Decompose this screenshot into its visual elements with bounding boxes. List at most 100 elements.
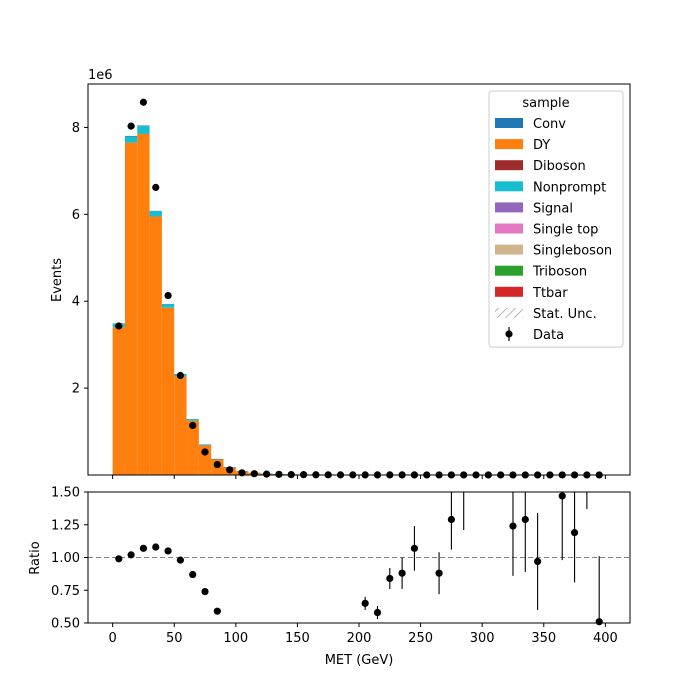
bar-conv-bin-2 xyxy=(137,125,150,127)
legend-swatch-ttbar xyxy=(495,286,523,297)
bar-nonprompt-bin-7 xyxy=(198,444,212,446)
ratio-point-2 xyxy=(139,544,148,552)
ratio-y-ticks: 0.50 0.75 1.00 1.25 1.50 xyxy=(51,486,88,632)
ratio-point-15 xyxy=(447,515,455,524)
ratio-point-18 xyxy=(521,515,529,524)
data-point-4 xyxy=(164,291,172,300)
bar-conv-bin-1 xyxy=(124,135,138,137)
ratio-point-1 xyxy=(127,551,135,559)
ratio-y-tick-label-0: 0.50 xyxy=(51,617,80,632)
ratio-point-4 xyxy=(164,547,172,555)
ratio-x-tick-label-50: 50 xyxy=(166,631,183,646)
bar-dy-bin-2 xyxy=(137,133,150,475)
ratio-x-tick-label-150: 150 xyxy=(285,631,310,646)
bar-dy-bin-0 xyxy=(112,327,125,475)
ratio-point-23 xyxy=(595,618,603,626)
main-y-ticks: 2 4 6 8 xyxy=(72,121,88,397)
ratio-point-0 xyxy=(115,555,123,563)
ratio-point-19 xyxy=(534,557,542,566)
ratio-x-axis-label: MET (GeV) xyxy=(325,653,394,668)
data-point-5 xyxy=(176,371,184,380)
ratio-point-21 xyxy=(570,529,579,537)
data-point-9 xyxy=(226,466,234,474)
bar-nonprompt-bin-6 xyxy=(186,419,199,421)
ratio-point-12 xyxy=(398,569,406,577)
legend-label-dy: DY xyxy=(533,138,550,153)
bar-nonprompt-bin-3 xyxy=(149,211,162,217)
legend-swatch-dy xyxy=(495,139,523,150)
ratio-point-17 xyxy=(509,522,517,530)
main-y-axis-label: Events xyxy=(50,258,65,302)
ratio-point-3 xyxy=(152,543,160,551)
bar-dy-bin-4 xyxy=(161,307,175,475)
legend-swatch-signal xyxy=(495,202,523,213)
bar-dy-bin-3 xyxy=(149,216,162,475)
data-point-13 xyxy=(275,470,283,478)
ratio-x-tick-label-400: 400 xyxy=(593,631,618,646)
main-y-tick-label-6: 6 xyxy=(72,208,80,223)
data-point-2 xyxy=(139,98,148,106)
legend-swatch-single-top xyxy=(495,223,523,234)
main-plot-area xyxy=(112,98,606,479)
main-y-tick-label-4: 4 xyxy=(72,295,80,310)
bar-nonprompt-bin-1 xyxy=(124,136,138,143)
bar-dy-bin-6 xyxy=(186,420,199,475)
main-panel: 2 4 6 8 1e6 Events sample Conv DY Diboson Nonpr… xyxy=(50,68,631,479)
legend-marker-data xyxy=(505,327,513,341)
data-point-0 xyxy=(115,322,123,330)
data-point-8 xyxy=(213,460,221,469)
ratio-y-axis-label: Ratio xyxy=(28,541,43,574)
ratio-y-tick-label-4: 1.50 xyxy=(51,486,80,501)
ratio-point-6 xyxy=(189,570,197,579)
legend-swatch-conv xyxy=(495,118,523,128)
ratio-x-tick-label-0: 0 xyxy=(108,631,116,646)
legend-label-conv: Conv xyxy=(533,117,566,132)
data-point-11 xyxy=(250,470,258,478)
legend-label-stat-unc-: Stat. Unc. xyxy=(533,307,597,322)
legend-label-signal: Signal xyxy=(533,201,573,216)
legend-label-diboson: Diboson xyxy=(533,159,586,174)
bar-dy-bin-1 xyxy=(124,142,138,475)
legend-box xyxy=(488,90,624,348)
ratio-point-11 xyxy=(386,574,394,583)
legend-swatch-singleboson xyxy=(495,244,523,255)
ratio-x-tick-label-200: 200 xyxy=(347,631,372,646)
legend-swatch-triboson xyxy=(495,265,523,276)
ratio-x-tick-label-350: 350 xyxy=(531,631,556,646)
legend-label-data: Data xyxy=(533,328,564,343)
ratio-x-tick-label-250: 250 xyxy=(408,631,433,646)
legend-label-nonprompt: Nonprompt xyxy=(533,180,606,195)
ratio-point-5 xyxy=(176,556,184,564)
data-point-12 xyxy=(263,470,271,478)
ratio-y-tick-label-2: 1.00 xyxy=(51,551,80,566)
ratio-point-20 xyxy=(558,492,566,500)
ratio-point-14 xyxy=(435,569,443,577)
ratio-x-tick-label-300: 300 xyxy=(470,631,495,646)
data-point-3 xyxy=(152,183,160,191)
legend-label-single-top: Single top xyxy=(533,223,598,238)
legend-label-triboson: Triboson xyxy=(532,265,587,280)
ratio-point-7 xyxy=(201,587,209,596)
legend-label-singleboson: Singleboson xyxy=(533,244,612,259)
y-scale-multiplier: 1e6 xyxy=(88,68,113,83)
ratio-point-8 xyxy=(213,607,221,615)
ratio-x-ticks: 0 50 100 150 200 250 300 350 400 xyxy=(108,623,618,646)
ratio-plot-area xyxy=(88,492,630,626)
bar-nonprompt-bin-4 xyxy=(161,304,175,308)
bar-dy-bin-5 xyxy=(174,376,187,475)
ratio-point-9 xyxy=(361,599,369,607)
data-point-1 xyxy=(127,122,135,130)
bar-nonprompt-bin-2 xyxy=(137,126,150,134)
ratio-y-tick-label-3: 1.25 xyxy=(51,518,80,533)
ratio-y-tick-label-1: 0.75 xyxy=(51,584,80,599)
data-point-6 xyxy=(189,421,197,430)
legend-title: sample xyxy=(522,96,569,111)
ratio-point-10 xyxy=(373,608,382,617)
ratio-x-tick-label-100: 100 xyxy=(223,631,248,646)
legend-swatch-nonprompt xyxy=(495,181,523,192)
legend-swatch-diboson xyxy=(495,160,523,171)
ratio-point-13 xyxy=(410,544,419,552)
data-point-7 xyxy=(201,448,209,456)
main-y-tick-label-8: 8 xyxy=(72,121,80,136)
